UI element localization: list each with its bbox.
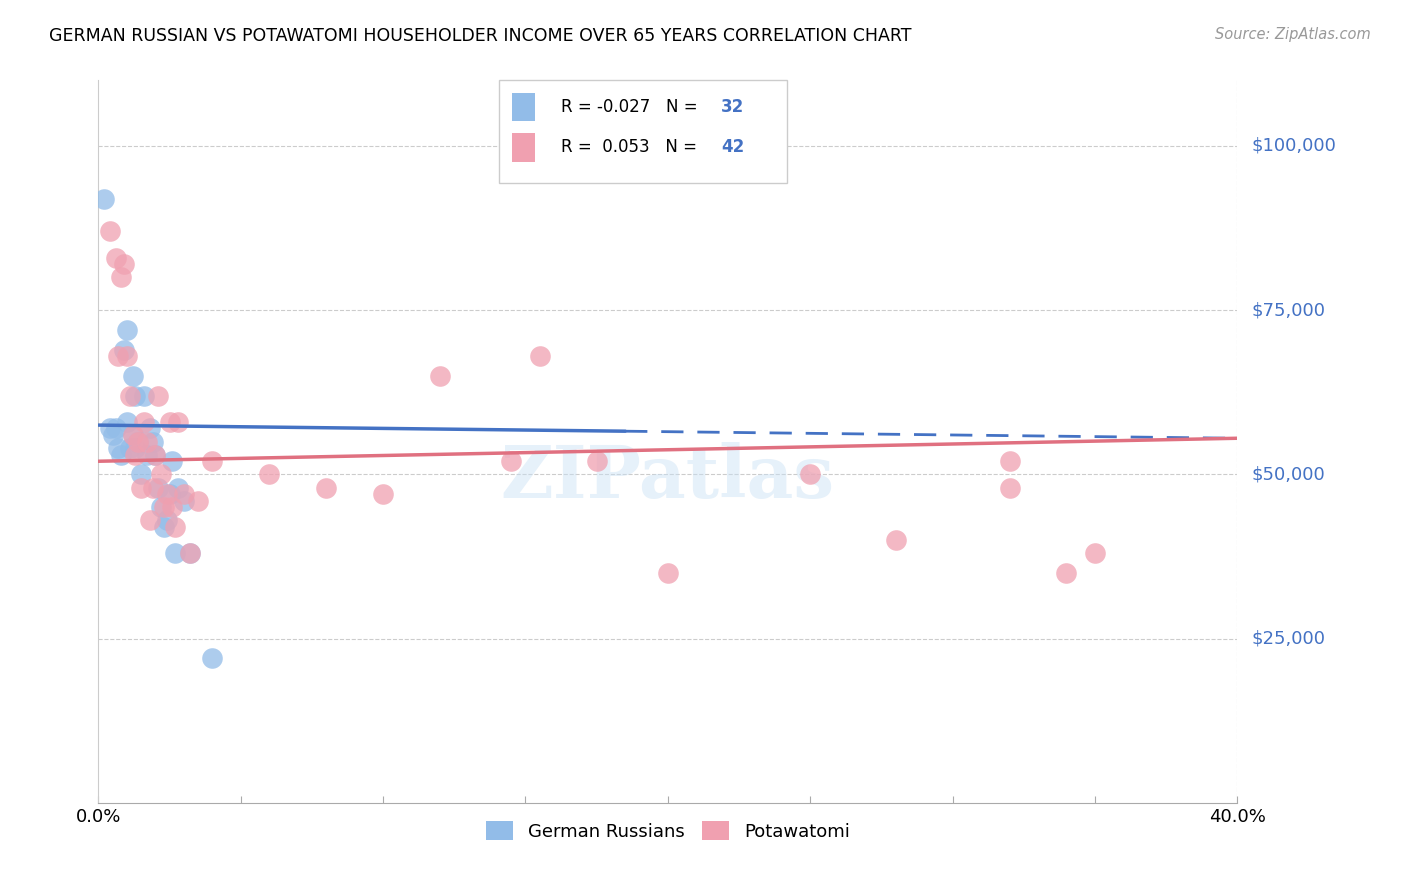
Point (501, 454, 523, 468)
Point (118, 441, 141, 455)
Point (135, 448, 157, 462)
Point (124, 441, 146, 455)
Point (104, 251, 127, 265)
Point (110, 270, 132, 285)
Point (148, 388, 170, 402)
Point (998, 481, 1021, 495)
Point (132, 388, 155, 402)
Point (129, 467, 152, 482)
Point (129, 481, 152, 495)
Point (107, 441, 129, 455)
Point (165, 520, 187, 534)
Point (115, 415, 138, 429)
Point (167, 415, 190, 429)
Point (98, 224, 121, 238)
Point (429, 368, 451, 383)
Point (165, 546, 187, 560)
Point (150, 500, 173, 515)
Point (657, 566, 679, 580)
Text: GERMAN RUSSIAN VS POTAWATOMI HOUSEHOLDER INCOME OVER 65 YEARS CORRELATION CHART: GERMAN RUSSIAN VS POTAWATOMI HOUSEHOLDER… (49, 27, 911, 45)
Legend: German Russians, Potawatomi: German Russians, Potawatomi (479, 814, 856, 848)
Text: ZIPatlas: ZIPatlas (501, 442, 835, 513)
Point (201, 651, 224, 665)
Point (159, 487, 181, 501)
Point (148, 481, 170, 495)
Point (167, 481, 190, 495)
Point (127, 434, 149, 449)
Point (201, 454, 224, 468)
Point (259, 467, 281, 482)
Point (115, 349, 138, 363)
Point (121, 428, 143, 442)
Point (112, 343, 135, 357)
Point (135, 434, 157, 449)
Point (1056, 566, 1078, 580)
Point (159, 415, 181, 429)
Text: 32: 32 (721, 98, 745, 116)
Point (179, 546, 201, 560)
Point (1084, 546, 1107, 560)
Text: $25,000: $25,000 (1251, 630, 1326, 648)
Point (162, 454, 184, 468)
Point (121, 428, 143, 442)
Point (373, 487, 395, 501)
Point (179, 546, 201, 560)
Point (529, 349, 551, 363)
Point (98, 421, 121, 435)
Point (998, 454, 1021, 468)
Point (138, 513, 160, 527)
Point (101, 428, 124, 442)
Point (315, 481, 337, 495)
Point (153, 500, 176, 515)
Text: $100,000: $100,000 (1251, 137, 1336, 155)
Text: R = -0.027   N =: R = -0.027 N = (561, 98, 703, 116)
Point (173, 493, 195, 508)
Point (153, 520, 176, 534)
Point (187, 493, 209, 508)
Point (156, 513, 179, 527)
Point (121, 368, 143, 383)
Text: $75,000: $75,000 (1251, 301, 1326, 319)
Text: $50,000: $50,000 (1251, 466, 1324, 483)
Point (115, 323, 138, 337)
Point (104, 421, 127, 435)
Point (884, 533, 907, 547)
Text: Source: ZipAtlas.com: Source: ZipAtlas.com (1215, 27, 1371, 42)
Point (145, 448, 167, 462)
Point (110, 448, 132, 462)
Text: 42: 42 (721, 138, 745, 156)
Point (107, 349, 129, 363)
Point (93, 192, 115, 206)
Point (799, 467, 821, 482)
Point (150, 467, 173, 482)
Point (141, 434, 163, 449)
Point (124, 448, 146, 462)
Point (127, 434, 149, 449)
Text: R =  0.053   N =: R = 0.053 N = (561, 138, 702, 156)
Point (162, 500, 184, 515)
Point (585, 454, 607, 468)
Point (132, 415, 155, 429)
Point (145, 448, 167, 462)
Point (138, 421, 160, 435)
Point (112, 257, 135, 271)
Point (141, 481, 163, 495)
Point (173, 487, 195, 501)
Point (124, 388, 146, 402)
Point (118, 388, 141, 402)
Point (156, 487, 179, 501)
